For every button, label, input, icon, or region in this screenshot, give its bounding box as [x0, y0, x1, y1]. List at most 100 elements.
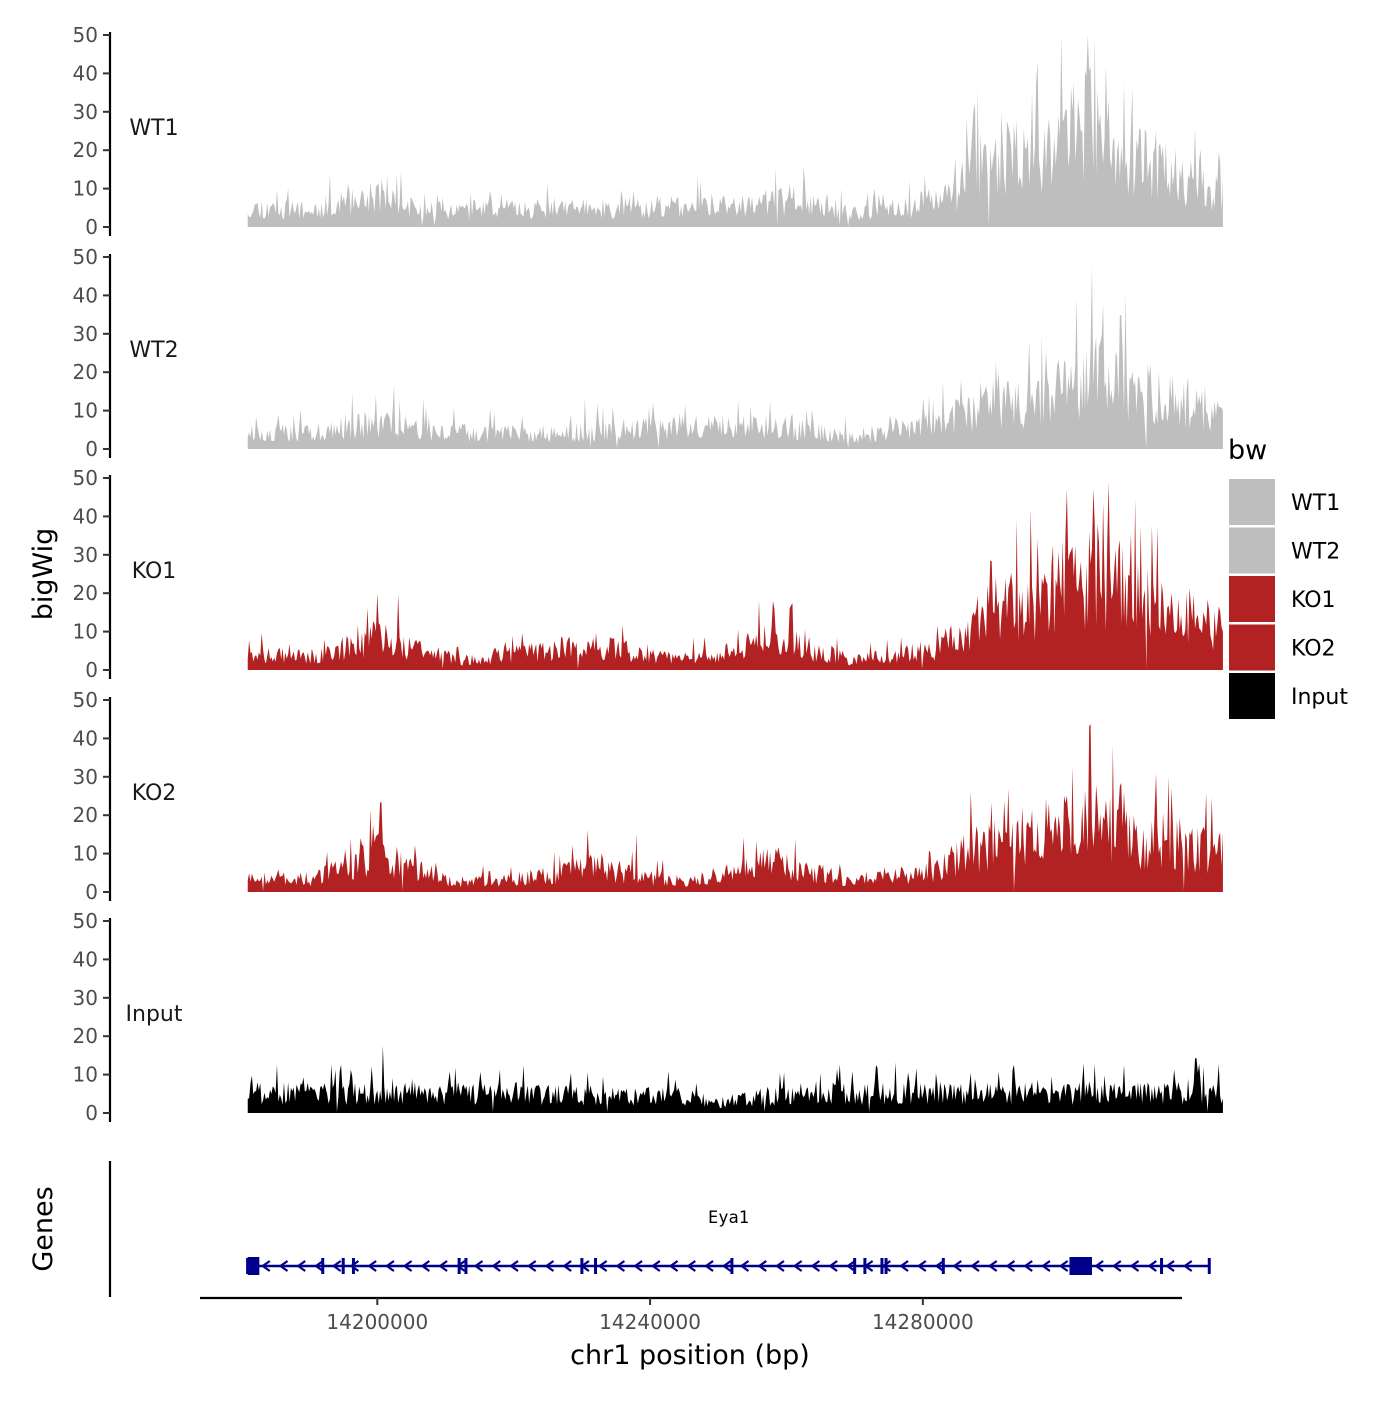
y-tick-label: 40 — [73, 504, 98, 528]
strand-arrow — [757, 1260, 767, 1272]
gene-exon — [884, 1258, 888, 1274]
legend-swatch-ko1 — [1229, 576, 1275, 622]
legend-label-wt2: WT2 — [1291, 540, 1340, 565]
strand-arrow — [934, 1260, 945, 1272]
strand-arrow — [1165, 1260, 1175, 1272]
y-tick-label: 40 — [73, 283, 98, 307]
y-tick-label: 20 — [73, 803, 98, 827]
gene-exon — [321, 1258, 325, 1274]
strand-arrow — [438, 1260, 448, 1272]
y-tick-label: 50 — [73, 909, 98, 933]
coverage-area-wt2 — [247, 265, 1223, 449]
x-ticks: 14200000 14240000 14280000 — [326, 1298, 974, 1334]
strand-arrow — [970, 1260, 980, 1272]
strand-arrow — [402, 1260, 413, 1272]
strand-arrow — [1147, 1260, 1157, 1272]
y-tick-label: 30 — [73, 100, 98, 124]
x-tick-label: 14280000 — [872, 1310, 974, 1334]
strand-arrow — [1041, 1260, 1051, 1272]
y-tick-label: 20 — [73, 1024, 98, 1048]
x-axis: 14200000 14240000 14280000 — [200, 1296, 1182, 1334]
track-label: WT1 — [129, 116, 178, 141]
y-axis-title: bigWig — [28, 528, 59, 621]
gene-exon — [730, 1258, 734, 1274]
gene-exon — [594, 1258, 598, 1274]
gene-exon — [580, 1258, 584, 1274]
x-tick-label: 14200000 — [326, 1310, 428, 1334]
strand-arrow — [846, 1260, 856, 1272]
legend-swatch-wt2 — [1229, 527, 1275, 574]
y-tick-label: 30 — [73, 322, 98, 346]
y-tick-label: 30 — [73, 543, 98, 567]
legend-label-wt1: WT1 — [1291, 491, 1340, 516]
y-tick-label: 20 — [73, 138, 98, 162]
track-label: Input — [126, 1002, 183, 1027]
gene-exon — [351, 1258, 355, 1274]
strand-arrow — [331, 1260, 342, 1272]
strand-arrow — [952, 1260, 962, 1272]
strand-arrow — [916, 1260, 927, 1272]
strand-arrow — [810, 1260, 821, 1272]
x-tick-label: 14240000 — [599, 1310, 701, 1334]
strand-arrow — [899, 1260, 909, 1272]
gene-exon — [457, 1258, 461, 1274]
y-tick-label: 20 — [73, 581, 98, 605]
coverage-area-wt1 — [247, 35, 1223, 227]
gene-exon — [1160, 1258, 1164, 1274]
strand-arrow — [615, 1260, 626, 1272]
legend-items: WT1 WT2 KO1 KO2 Input — [1229, 479, 1348, 719]
genes-axis-title: Genes — [28, 1186, 59, 1271]
track-label: KO2 — [132, 781, 177, 806]
gene-panel: Eya1 — [108, 1161, 1211, 1297]
strand-arrow — [544, 1260, 555, 1272]
legend-title: bw — [1228, 435, 1267, 466]
y-tick-label: 10 — [73, 399, 98, 423]
legend-label-input: Input — [1291, 685, 1348, 710]
strand-arrow — [385, 1260, 395, 1272]
y-tick-label: 40 — [73, 726, 98, 750]
x-axis-title: chr1 position (bp) — [570, 1340, 810, 1371]
strand-arrow — [491, 1260, 501, 1272]
y-tick-label: 0 — [85, 658, 98, 682]
coverage-area-input — [247, 1045, 1223, 1113]
gene-exon — [341, 1258, 345, 1274]
gene-exon — [941, 1258, 945, 1274]
y-tick-label: 50 — [73, 688, 98, 712]
strand-arrow — [278, 1260, 289, 1272]
track-ko1: 0 10 20 30 40 50 KO1 — [73, 466, 1223, 682]
y-tick-label: 10 — [73, 620, 98, 644]
strand-arrow — [367, 1260, 377, 1272]
y-tick-label: 50 — [73, 23, 98, 47]
track-label: WT2 — [129, 338, 178, 363]
legend-label-ko1: KO1 — [1291, 588, 1336, 613]
y-tick-label: 0 — [85, 437, 98, 461]
y-tick-label: 10 — [73, 842, 98, 866]
gene-exon — [853, 1258, 857, 1274]
strand-arrow — [562, 1260, 572, 1272]
track-wt1: 0 10 20 30 40 50 WT1 — [73, 23, 1223, 239]
strand-arrow — [296, 1260, 306, 1272]
legend-swatch-wt1 — [1229, 479, 1275, 525]
y-tick-label: 50 — [73, 466, 98, 490]
strand-arrow — [1094, 1260, 1104, 1272]
strand-arrow — [1111, 1260, 1122, 1272]
strand-arrow — [314, 1260, 324, 1272]
gene-exon — [863, 1258, 867, 1274]
coverage-area-ko2 — [247, 724, 1223, 892]
y-tick-label: 50 — [73, 245, 98, 269]
y-tick-label: 40 — [73, 947, 98, 971]
strand-arrow — [721, 1260, 732, 1272]
strand-arrow — [792, 1260, 803, 1272]
track-wt2: 0 10 20 30 40 50 WT2 — [73, 245, 1223, 461]
strand-arrow — [1005, 1260, 1016, 1272]
y-tick-label: 30 — [73, 765, 98, 789]
strand-arrow — [597, 1260, 608, 1272]
y-tick-label: 40 — [73, 61, 98, 85]
strand-arrow — [1129, 1260, 1140, 1272]
y-tick-label: 10 — [73, 1063, 98, 1087]
strand-arrow — [1182, 1260, 1193, 1272]
strand-arrow — [739, 1260, 750, 1272]
strand-arrow — [420, 1260, 430, 1272]
